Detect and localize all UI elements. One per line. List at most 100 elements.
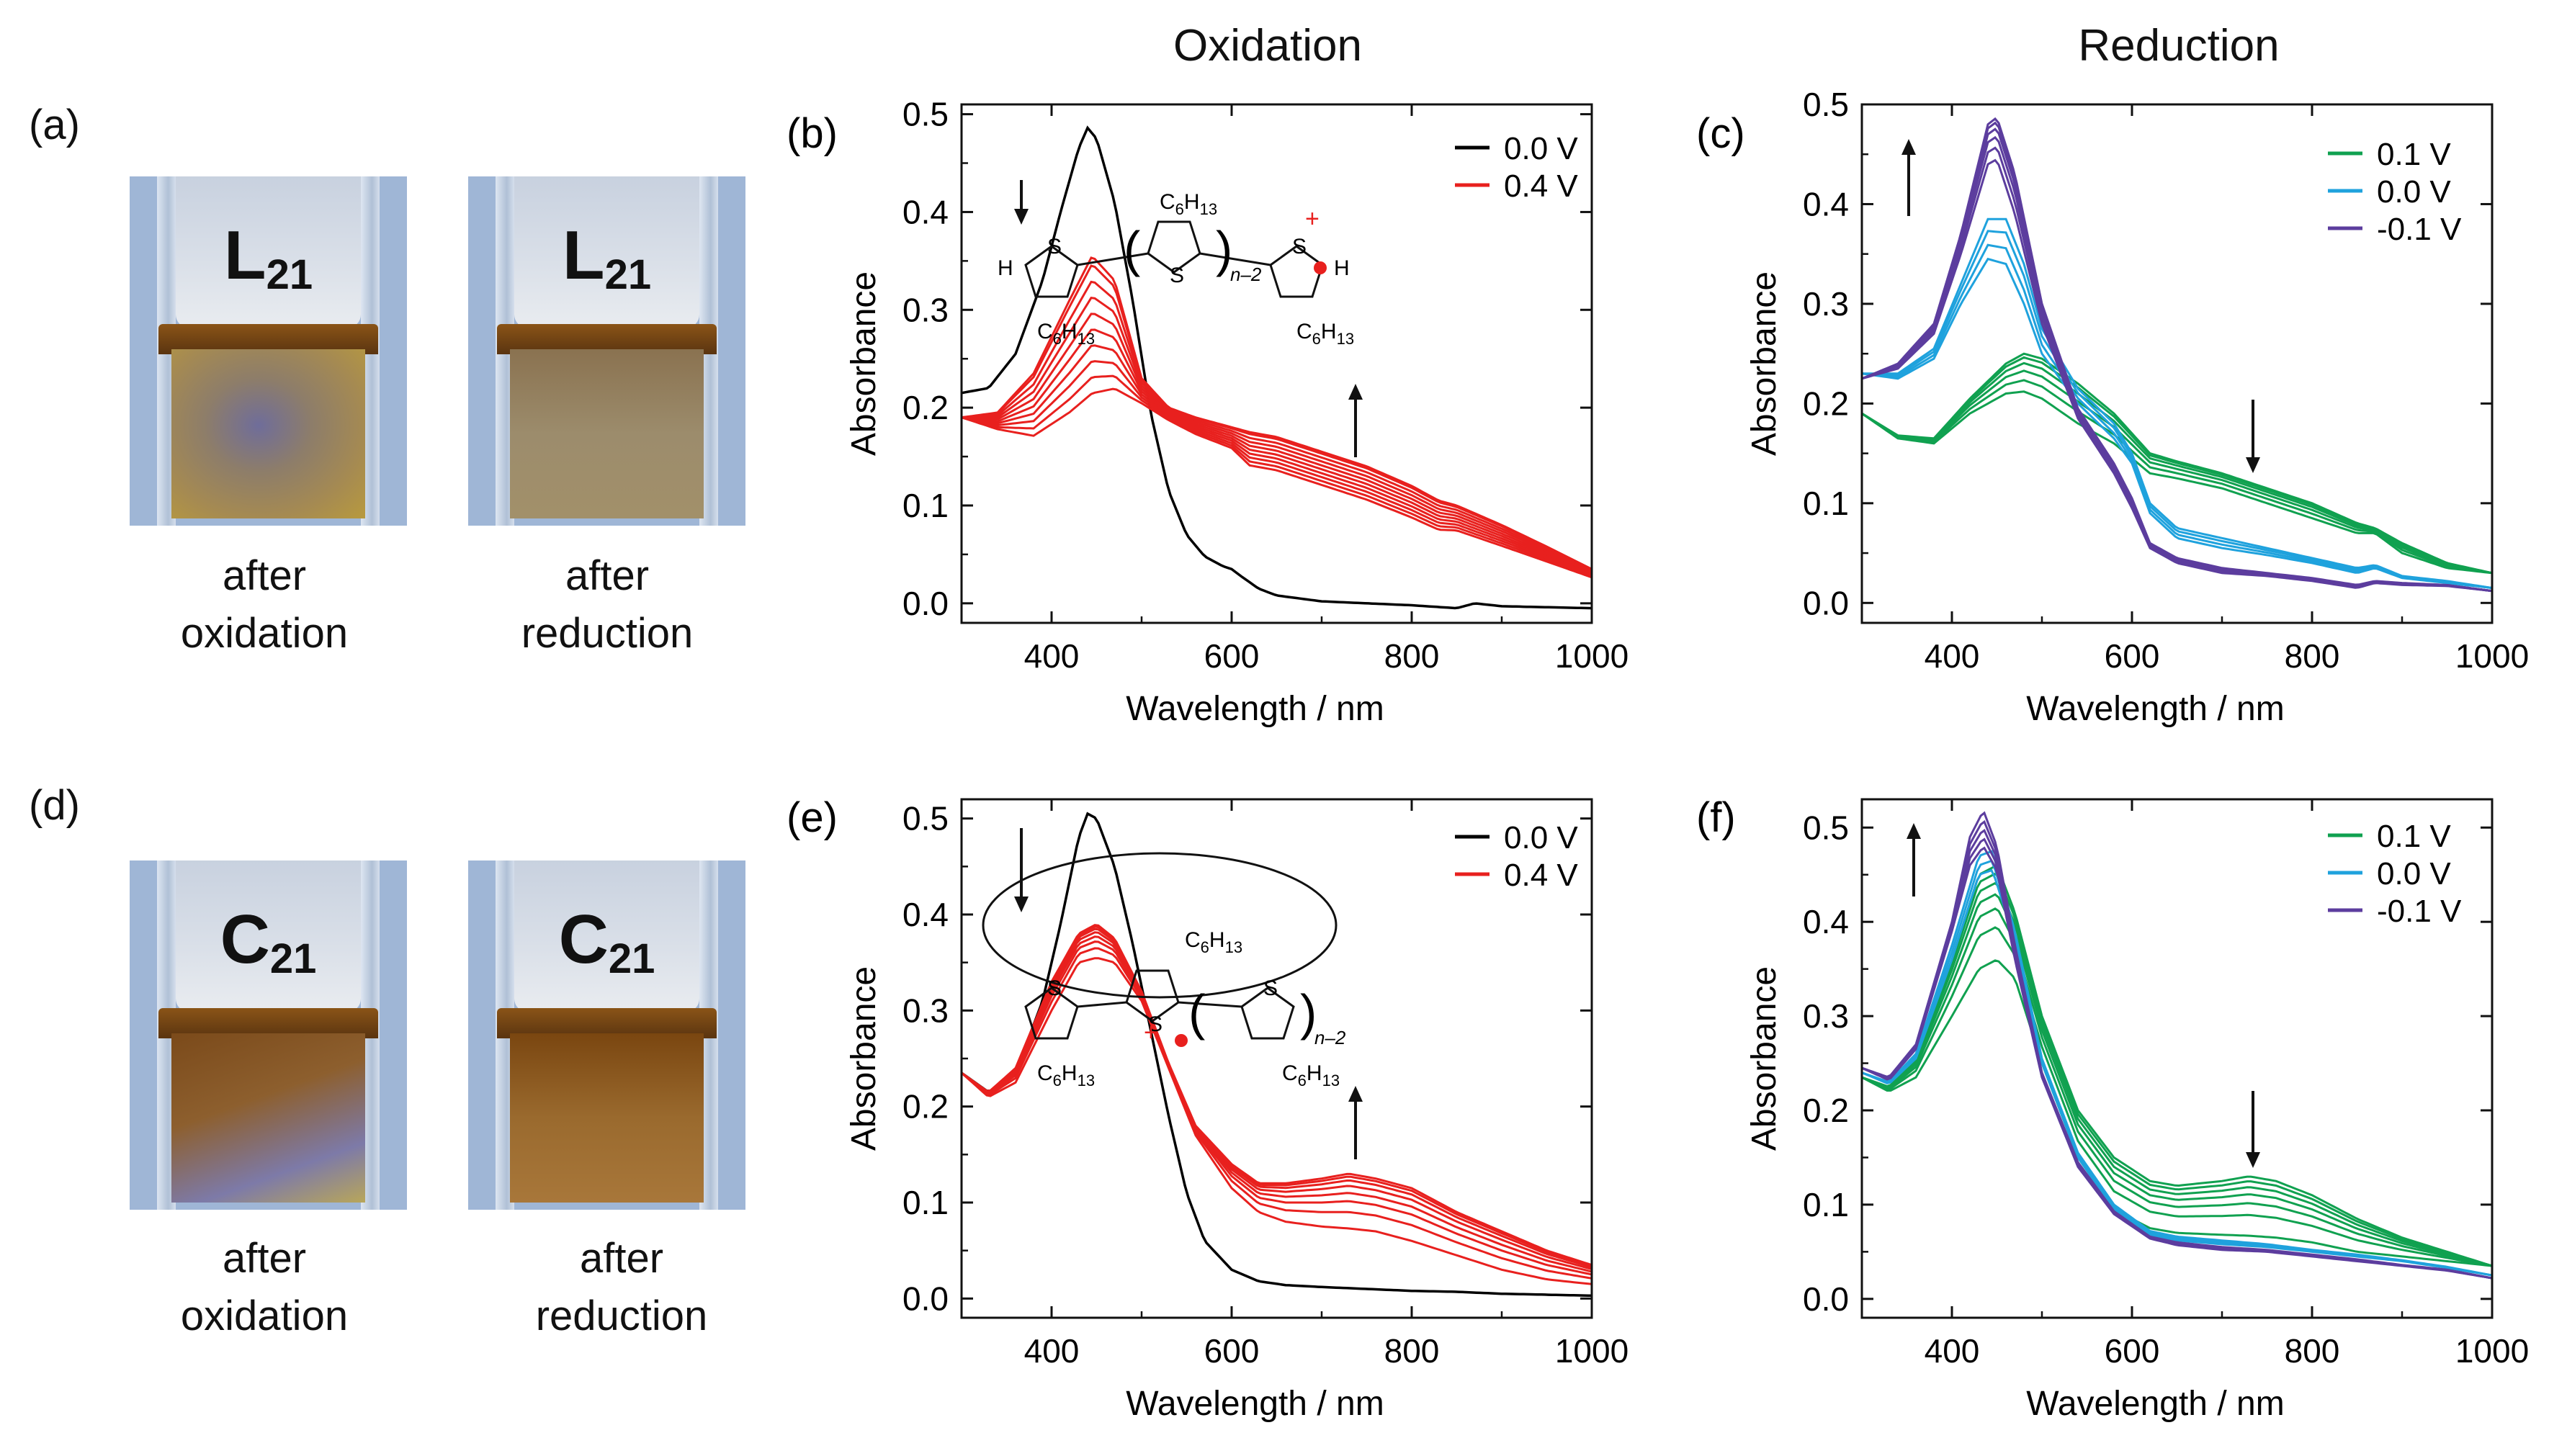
caption-line: reduction bbox=[535, 1293, 708, 1339]
thiophene-ring bbox=[1125, 969, 1180, 1023]
cuvette-photo-c21-oxidation: C21 bbox=[130, 860, 407, 1210]
y-tick-label: 0.1 bbox=[1803, 1186, 1849, 1223]
molecular-structure: S S S ()n–2 H H C6H13 C6H13 C6H13 + bbox=[998, 190, 1354, 348]
chart-b: (b) 400 600 800 1000 0.0 0.1 0.2 0.3 0.4 0.5 Wavele… bbox=[787, 96, 1629, 728]
sulfur-atom-label: S bbox=[1292, 235, 1307, 259]
alkyl-label: C6H13 bbox=[1282, 1061, 1340, 1089]
y-tick-label: 0.0 bbox=[902, 585, 949, 622]
plot-frame bbox=[1860, 798, 2494, 1319]
thiophene-ring bbox=[1024, 987, 1079, 1040]
y-axis-label: Absorbance bbox=[1745, 271, 1783, 456]
caption-a-2: after reduction bbox=[456, 547, 758, 662]
legend-label: 0.1 V bbox=[2377, 137, 2451, 172]
sulfur-atom-label: S bbox=[1047, 976, 1062, 1000]
arrow-head-down bbox=[2246, 1152, 2260, 1168]
y-tick-label: 0.1 bbox=[902, 487, 949, 524]
series-line-04V bbox=[962, 296, 1592, 573]
x-axis-label: Wavelength / nm bbox=[1126, 1385, 1384, 1423]
series-group bbox=[962, 812, 1592, 1298]
y-tick-label: 0.3 bbox=[1803, 997, 1849, 1035]
y-tick-label: 0.5 bbox=[1803, 86, 1849, 123]
y-tick-label: 0.3 bbox=[1803, 285, 1849, 323]
bond bbox=[1077, 252, 1149, 266]
arrow-head-down bbox=[1014, 896, 1029, 912]
series-line-04V bbox=[962, 940, 1592, 1276]
x-tick-label: 600 bbox=[1204, 637, 1260, 675]
x-tick-label: 1000 bbox=[1555, 1332, 1629, 1370]
bracket: ) bbox=[1300, 984, 1317, 1041]
y-tick-label: 0.4 bbox=[1803, 903, 1849, 940]
panel-label-d: (d) bbox=[29, 782, 80, 829]
x-tick-label: 400 bbox=[1925, 637, 1980, 675]
arrow-head-up bbox=[1907, 823, 1921, 839]
y-axis-label: Absorbance bbox=[845, 966, 883, 1151]
y-tick-label: 0.1 bbox=[1803, 485, 1849, 522]
series-line-04V bbox=[962, 256, 1592, 570]
caption-d-2: after reduction bbox=[470, 1230, 773, 1345]
x-tick-label: 400 bbox=[1024, 1332, 1080, 1370]
y-tick-label: 0.2 bbox=[1803, 1092, 1849, 1129]
y-tick-label: 0.4 bbox=[902, 193, 949, 230]
x-tick-label: 800 bbox=[2285, 1332, 2340, 1370]
cuvette-photo-c21-reduction: C21 bbox=[468, 860, 745, 1210]
series-line-04V bbox=[962, 313, 1592, 574]
x-tick-label: 1000 bbox=[2455, 637, 2529, 675]
bracket: ( bbox=[1124, 221, 1140, 277]
arrow-head-up bbox=[1901, 139, 1916, 155]
series-line-04V bbox=[962, 931, 1592, 1270]
cuvette-photo-l21-oxidation: L21 bbox=[130, 176, 407, 526]
x-axis-label: Wavelength / nm bbox=[2026, 1385, 2284, 1423]
macrocycle-loop bbox=[982, 852, 1338, 999]
cuvette-label-sub: 21 bbox=[608, 935, 655, 982]
panel-label-c: (c) bbox=[1696, 110, 1745, 157]
y-axis-label: Absorbance bbox=[845, 271, 883, 456]
caption-line: oxidation bbox=[180, 1293, 349, 1339]
series-line-01V bbox=[1862, 959, 2492, 1267]
bond bbox=[1077, 1001, 1127, 1008]
y-axis-label: Absorbance bbox=[1745, 966, 1783, 1151]
x-tick-label: 400 bbox=[1024, 637, 1080, 675]
series-group bbox=[1862, 811, 2492, 1280]
legend-label: 0.0 V bbox=[1504, 820, 1578, 855]
bond bbox=[1178, 1001, 1242, 1008]
reduction-column-title: Reduction bbox=[2078, 21, 2280, 71]
x-axis-label: Wavelength / nm bbox=[1126, 690, 1384, 728]
x-tick-label: 600 bbox=[2105, 637, 2160, 675]
arrow-head-down bbox=[2246, 457, 2260, 473]
cuvette-label-main: L bbox=[562, 217, 605, 294]
cuvette-label-sub: 21 bbox=[266, 251, 313, 298]
x-tick-label: 400 bbox=[1925, 1332, 1980, 1370]
cuvette-label-main: C bbox=[558, 901, 609, 978]
x-tick-label: 800 bbox=[1384, 637, 1440, 675]
y-tick-label: 0.3 bbox=[902, 291, 949, 328]
y-tick-label: 0.0 bbox=[1803, 584, 1849, 621]
y-tick-label: 0.0 bbox=[1803, 1280, 1849, 1318]
y-tick-label: 0.5 bbox=[1803, 809, 1849, 846]
radical-dot bbox=[1175, 1034, 1188, 1047]
charge-plus: + bbox=[1144, 1019, 1158, 1046]
caption-line: oxidation bbox=[180, 610, 349, 657]
chart-c: (c) 400 600 800 1000 0.0 0.1 0.2 0.3 0.4 0.5 Wavele… bbox=[1696, 86, 2529, 728]
series-line-04V bbox=[962, 374, 1592, 578]
caption-line: after bbox=[579, 1235, 664, 1282]
bracket: ( bbox=[1188, 984, 1205, 1041]
series-line-04V bbox=[962, 344, 1592, 576]
panel-label-b: (b) bbox=[787, 110, 838, 157]
sulfur-atom-label: S bbox=[1263, 976, 1278, 1000]
bond bbox=[1199, 252, 1271, 266]
x-tick-label: 1000 bbox=[1555, 637, 1629, 675]
series-line-01V bbox=[1862, 881, 2492, 1267]
bracket: ) bbox=[1216, 221, 1232, 277]
series-line-01V bbox=[1862, 379, 2492, 575]
series-line-00V bbox=[1862, 217, 2492, 589]
x-axis-label: Wavelength / nm bbox=[2026, 690, 2284, 728]
cuvette-label-main: L bbox=[223, 217, 266, 294]
y-tick-label: 0.1 bbox=[902, 1184, 949, 1221]
caption-line: after bbox=[222, 552, 307, 599]
series-line-01V bbox=[1862, 811, 2492, 1280]
series-line-04V bbox=[962, 360, 1592, 577]
caption-line: after bbox=[565, 552, 650, 599]
oxidation-column-title: Oxidation bbox=[1173, 21, 1362, 71]
series-line-00V bbox=[1862, 850, 2492, 1277]
